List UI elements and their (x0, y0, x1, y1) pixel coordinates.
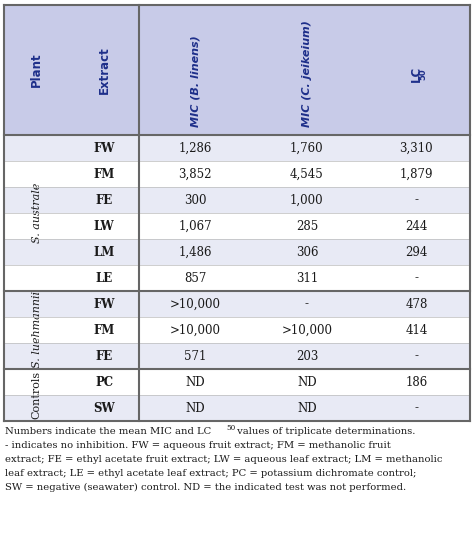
Text: PC: PC (95, 376, 113, 388)
Text: 1,286: 1,286 (178, 142, 212, 155)
Text: -: - (305, 298, 309, 311)
Text: FM: FM (93, 324, 115, 337)
Text: 3,310: 3,310 (400, 142, 433, 155)
Text: ND: ND (185, 401, 205, 414)
Text: LC: LC (410, 66, 423, 82)
Text: 1,760: 1,760 (290, 142, 324, 155)
Text: 1,879: 1,879 (400, 167, 433, 180)
Bar (4, 213, 470, 239)
Text: SW = negative (seawater) control. ND = the indicated test was not performed.: SW = negative (seawater) control. ND = t… (5, 483, 406, 492)
Text: S. australe: S. australe (32, 183, 42, 243)
Text: ND: ND (297, 401, 317, 414)
Bar (4, 343, 470, 369)
Text: 50: 50 (418, 68, 427, 80)
Text: 186: 186 (405, 376, 428, 388)
Bar (4, 161, 470, 187)
Text: -: - (414, 193, 419, 206)
Text: 294: 294 (405, 245, 428, 258)
Text: 414: 414 (405, 324, 428, 337)
Text: -: - (414, 350, 419, 363)
Text: 203: 203 (296, 350, 318, 363)
Text: 857: 857 (184, 272, 206, 285)
Text: 306: 306 (296, 245, 318, 258)
Text: 478: 478 (405, 298, 428, 311)
Text: S. luehmannii: S. luehmannii (32, 292, 42, 369)
Text: 1,000: 1,000 (290, 193, 324, 206)
Text: 571: 571 (184, 350, 206, 363)
Text: 244: 244 (405, 219, 428, 232)
Text: FE: FE (96, 193, 113, 206)
Text: >10,000: >10,000 (170, 298, 220, 311)
Bar (4, 395, 470, 421)
Bar (4, 369, 470, 395)
Text: 4,545: 4,545 (290, 167, 324, 180)
Text: 1,486: 1,486 (178, 245, 212, 258)
Text: LE: LE (96, 272, 113, 285)
Text: Controls: Controls (32, 371, 42, 419)
Text: 300: 300 (184, 193, 206, 206)
Text: SW: SW (93, 401, 115, 414)
Text: ND: ND (185, 376, 205, 388)
Text: 1,067: 1,067 (178, 219, 212, 232)
Bar (4, 135, 470, 161)
Bar (4, 239, 470, 265)
Text: 3,852: 3,852 (178, 167, 212, 180)
Bar (4, 265, 470, 291)
Text: 311: 311 (296, 272, 318, 285)
Text: 285: 285 (296, 219, 318, 232)
Text: Plant: Plant (30, 53, 43, 87)
Bar (4, 5, 470, 135)
Text: FM: FM (93, 167, 115, 180)
Text: leaf extract; LE = ethyl acetate leaf extract; PC = potassium dichromate control: leaf extract; LE = ethyl acetate leaf ex… (5, 469, 416, 478)
Text: MIC (​B. linens): MIC (​B. linens) (190, 35, 200, 127)
Text: FW: FW (93, 142, 115, 155)
Text: -: - (414, 272, 419, 285)
Text: - indicates no inhibition. FW = aqueous fruit extract; FM = methanolic fruit: - indicates no inhibition. FW = aqueous … (5, 441, 391, 450)
Text: LW: LW (94, 219, 115, 232)
Text: FW: FW (93, 298, 115, 311)
Text: values of triplicate determinations.: values of triplicate determinations. (234, 427, 415, 436)
Text: -: - (414, 401, 419, 414)
Text: LM: LM (93, 245, 115, 258)
Bar (4, 291, 470, 317)
Text: extract; FE = ethyl acetate fruit extract; LW = aqueous leaf extract; LM = metha: extract; FE = ethyl acetate fruit extrac… (5, 455, 443, 464)
Bar (4, 317, 470, 343)
Text: 50: 50 (226, 424, 235, 432)
Text: >10,000: >10,000 (282, 324, 332, 337)
Text: Extract: Extract (98, 46, 111, 94)
Bar (4, 187, 470, 213)
Text: MIC (​C. jeikeium): MIC (​C. jeikeium) (302, 20, 312, 127)
Text: FE: FE (96, 350, 113, 363)
Text: Numbers indicate the mean MIC and LC: Numbers indicate the mean MIC and LC (5, 427, 211, 436)
Text: ND: ND (297, 376, 317, 388)
Text: >10,000: >10,000 (170, 324, 220, 337)
